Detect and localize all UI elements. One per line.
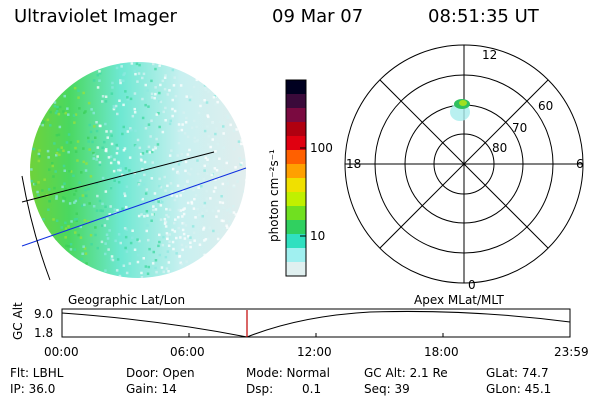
apex-label: Apex MLat/MLT xyxy=(414,293,504,307)
colorbar-band xyxy=(286,220,306,235)
gain-status: Gain: 14 xyxy=(126,382,177,396)
glon-status: GLon: 45.1 xyxy=(486,382,552,396)
colorbar-band xyxy=(286,136,306,151)
ip-status: IP: 36.0 xyxy=(10,382,56,396)
date-label: 09 Mar 07 xyxy=(272,6,364,27)
time-label: 08:51:35 UT xyxy=(428,6,539,27)
instrument-title: Ultraviolet Imager xyxy=(14,6,177,27)
colorbar-band xyxy=(286,80,306,95)
color-bar: 100 10 photon cm⁻²s⁻¹ xyxy=(267,79,333,277)
polar-label-0: 0 xyxy=(468,278,476,292)
polar-ring-80: 80 xyxy=(492,141,507,155)
x-tick-1200: 12:00 xyxy=(297,345,332,359)
colorbar-band xyxy=(286,108,306,123)
x-tick-1800: 18:00 xyxy=(424,345,459,359)
colorbar-band xyxy=(286,122,306,137)
x-tick-2359: 23:59 xyxy=(554,345,589,359)
polar-label-6: 6 xyxy=(576,157,584,171)
x-tick-0600: 06:00 xyxy=(170,345,205,359)
uv-image-disk xyxy=(21,62,247,281)
colorbar-label: photon cm⁻²s⁻¹ xyxy=(267,149,281,242)
geographic-line xyxy=(21,151,215,203)
colorbar-band xyxy=(286,248,306,263)
limb-curve xyxy=(21,175,51,281)
colorbar-band xyxy=(286,262,306,277)
magnetic-line xyxy=(21,167,247,247)
colorbar-band xyxy=(286,234,306,249)
dsp-value: 0.1 xyxy=(302,382,322,396)
colorbar-band xyxy=(286,206,306,221)
earth-disk xyxy=(30,62,246,278)
y-bottom-label: 1.8 xyxy=(34,326,53,340)
gc-alt-axis-label: GC Alt xyxy=(11,302,25,340)
colorbar-tick-10: 10 xyxy=(310,229,325,243)
door-status: Door: Open xyxy=(126,366,195,380)
colorbar-band xyxy=(286,94,306,109)
colorbar-tick-100: 100 xyxy=(310,141,333,155)
polar-label-12: 12 xyxy=(482,48,497,62)
dsp-status: Dsp: xyxy=(246,382,274,396)
seq-status: Seq: 39 xyxy=(364,382,410,396)
altitude-timeline: Geographic Lat/Lon Apex MLat/MLT GC Alt … xyxy=(11,293,589,359)
y-top-label: 9.0 xyxy=(34,307,53,321)
x-tick-0000: 00:00 xyxy=(44,345,79,359)
colorbar-band xyxy=(286,192,306,207)
mode-status: Mode: Normal xyxy=(246,366,330,380)
altitude-curve xyxy=(61,310,571,338)
colorbar-band xyxy=(286,164,306,179)
gc-alt-status: GC Alt: 2.1 Re xyxy=(364,366,448,380)
polar-label-18: 18 xyxy=(346,157,361,171)
colorbar-band xyxy=(286,150,306,165)
polar-plot: 12 18 6 0 60 70 80 xyxy=(344,44,584,292)
glat-status: GLat: 74.7 xyxy=(486,366,549,380)
polar-ring-60: 60 xyxy=(538,99,553,113)
polar-ring-70: 70 xyxy=(512,121,527,135)
colorbar-band xyxy=(286,178,306,193)
flt-status: Flt: LBHL xyxy=(10,366,64,380)
geographic-label: Geographic Lat/Lon xyxy=(68,293,185,307)
